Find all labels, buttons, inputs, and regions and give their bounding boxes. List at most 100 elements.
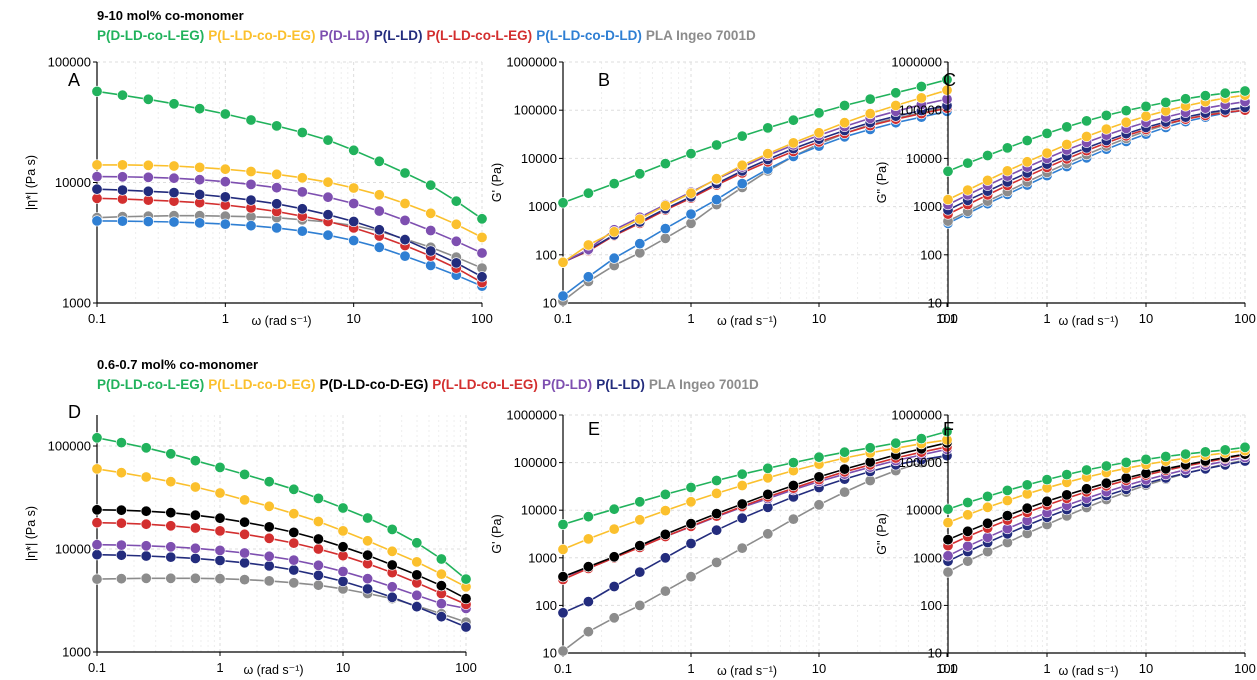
data-point (659, 488, 671, 500)
data-point (91, 215, 103, 227)
data-point (312, 533, 324, 545)
y-tick-label: 10000 (906, 503, 942, 518)
x-tick-label: 100 (1234, 311, 1256, 326)
data-point (386, 591, 398, 603)
data-point (214, 461, 226, 473)
data-point (1199, 446, 1211, 458)
data-point (288, 554, 300, 566)
data-point (312, 569, 324, 581)
data-point (263, 476, 275, 488)
data-point (685, 518, 697, 530)
data-point (140, 518, 152, 530)
data-point (476, 247, 488, 259)
data-point (91, 573, 103, 585)
data-point (219, 176, 231, 188)
data-point (115, 549, 127, 561)
series-line (96, 188, 483, 278)
data-point (915, 92, 927, 104)
data-point (348, 182, 360, 194)
data-point (659, 505, 671, 517)
x-axis-label: ω (rad s⁻¹) (717, 664, 777, 678)
panel-label: D (68, 402, 81, 422)
data-point (288, 537, 300, 549)
data-point (864, 442, 876, 454)
data-point (1081, 131, 1093, 143)
data-point (582, 561, 594, 573)
data-point (91, 463, 103, 475)
data-point (962, 540, 974, 552)
data-point (582, 533, 594, 545)
legend-entry: P(D-LD) (319, 28, 370, 43)
data-point (91, 517, 103, 529)
data-point (322, 134, 334, 146)
legend-entry: PLA Ingeo 7001D (645, 28, 756, 43)
legend-entry: P(L-LD-co-L-EG) (426, 28, 533, 43)
data-point (460, 621, 472, 633)
data-point (839, 117, 851, 129)
data-point (608, 226, 620, 238)
y-tick-label: 1000 (62, 645, 91, 660)
data-point (685, 208, 697, 220)
data-point (813, 127, 825, 139)
data-point (411, 569, 423, 581)
x-axis-label: ω (rad s⁻¹) (717, 314, 777, 328)
data-point (659, 552, 671, 564)
panel-label: B (598, 70, 610, 90)
data-point (435, 611, 447, 623)
y-tick-label: 1000 (62, 296, 91, 311)
data-point (476, 271, 488, 283)
legend-top: P(D-LD-co-L-EG) P(L-LD-co-D-EG) P(D-LD) P(L… (97, 28, 760, 43)
data-point (813, 499, 825, 511)
data-point (337, 575, 349, 587)
data-point (685, 148, 697, 160)
x-tick-label: 0.1 (88, 311, 106, 326)
data-point (140, 572, 152, 584)
data-point (263, 550, 275, 562)
data-point (362, 549, 374, 561)
data-point (373, 224, 385, 236)
x-tick-label: 1 (216, 660, 223, 675)
data-point (736, 468, 748, 480)
data-point (142, 159, 154, 171)
legend-entry: P(D-LD) (541, 377, 593, 392)
data-point (839, 486, 851, 498)
data-point (117, 171, 129, 183)
data-point (189, 542, 201, 554)
data-point (634, 599, 646, 611)
data-point (239, 494, 251, 506)
data-point (91, 159, 103, 171)
data-point (787, 137, 799, 149)
series-line (562, 110, 948, 297)
x-tick-label: 1 (1043, 311, 1050, 326)
data-point (942, 566, 954, 578)
data-point (386, 523, 398, 535)
data-point (736, 130, 748, 142)
data-point (322, 209, 334, 221)
data-point (263, 560, 275, 572)
series-line (562, 454, 948, 614)
data-point (839, 446, 851, 458)
data-point (296, 172, 308, 184)
data-point (890, 87, 902, 99)
data-point (1001, 510, 1013, 522)
x-tick-label: 1 (222, 311, 229, 326)
data-point (245, 166, 257, 178)
y-tick-label: 1000000 (891, 408, 942, 423)
data-point (117, 215, 129, 227)
data-point (312, 559, 324, 571)
data-point (982, 501, 994, 513)
y-axis-label: |η*| (Pa s) (24, 506, 38, 561)
data-point (1120, 116, 1132, 128)
series-line (562, 439, 948, 551)
data-point (245, 114, 257, 126)
legend-entry: P(D-LD-co-D-EG) (319, 377, 429, 392)
data-point (711, 508, 723, 520)
legend-entry: P(L-LD-co-D-LD) (536, 28, 642, 43)
y-tick-label: 1000 (528, 199, 557, 214)
data-point (168, 187, 180, 199)
x-tick-label: 1 (1043, 661, 1050, 676)
data-point (263, 575, 275, 587)
x-tick-label: 10 (346, 311, 360, 326)
series-line (97, 164, 483, 239)
data-point (142, 216, 154, 228)
